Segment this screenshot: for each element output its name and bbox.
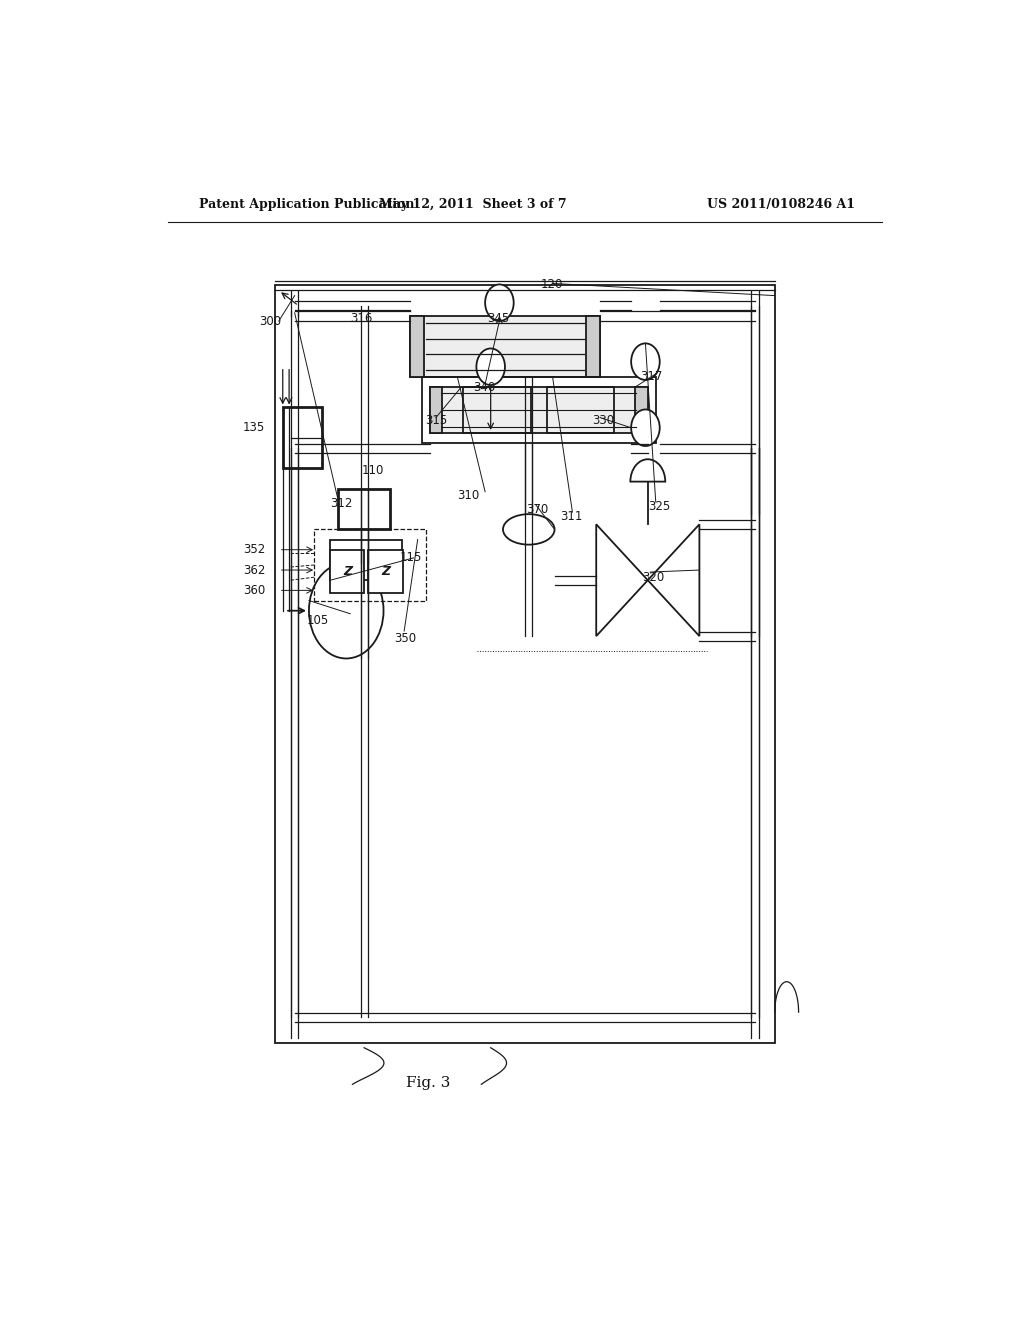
Bar xyxy=(463,387,530,433)
Ellipse shape xyxy=(503,515,555,545)
Bar xyxy=(410,315,600,378)
Circle shape xyxy=(631,409,659,446)
Bar xyxy=(586,315,600,378)
Wedge shape xyxy=(631,459,666,482)
Text: Patent Application Publication: Patent Application Publication xyxy=(200,198,415,211)
Text: 300: 300 xyxy=(259,314,281,327)
Text: 105: 105 xyxy=(306,614,329,627)
Bar xyxy=(430,387,442,433)
Circle shape xyxy=(485,284,514,321)
Text: US 2011/0108246 A1: US 2011/0108246 A1 xyxy=(708,198,855,211)
Text: May 12, 2011  Sheet 3 of 7: May 12, 2011 Sheet 3 of 7 xyxy=(380,198,567,211)
Text: 135: 135 xyxy=(243,421,265,434)
Bar xyxy=(635,387,648,433)
Bar xyxy=(410,315,424,378)
Circle shape xyxy=(476,348,505,385)
Circle shape xyxy=(309,562,384,659)
Text: 317: 317 xyxy=(640,371,663,383)
Text: 312: 312 xyxy=(331,498,352,511)
Bar xyxy=(369,549,402,594)
Text: 320: 320 xyxy=(642,570,665,583)
Text: 310: 310 xyxy=(458,490,479,503)
Polygon shape xyxy=(648,524,699,636)
Text: 362: 362 xyxy=(243,564,265,577)
Bar xyxy=(430,387,648,433)
Text: 370: 370 xyxy=(526,503,549,516)
Text: Fig. 3: Fig. 3 xyxy=(406,1076,451,1090)
Text: 315: 315 xyxy=(426,414,447,428)
Bar xyxy=(283,408,323,469)
Text: 325: 325 xyxy=(648,499,670,512)
Text: 316: 316 xyxy=(350,313,373,326)
Text: 110: 110 xyxy=(362,463,384,477)
Text: Z: Z xyxy=(343,565,352,578)
Bar xyxy=(314,529,426,601)
Text: 120: 120 xyxy=(541,279,563,290)
Bar xyxy=(422,378,655,444)
Circle shape xyxy=(631,343,659,380)
Text: 350: 350 xyxy=(394,632,416,644)
Bar xyxy=(331,549,365,594)
Text: Z: Z xyxy=(381,565,390,578)
Text: 345: 345 xyxy=(486,313,509,326)
Bar xyxy=(274,285,775,1043)
Text: 330: 330 xyxy=(592,414,614,428)
Bar xyxy=(547,387,614,433)
Text: 311: 311 xyxy=(560,510,583,523)
Text: 115: 115 xyxy=(399,552,422,565)
Polygon shape xyxy=(596,524,648,636)
Text: 360: 360 xyxy=(243,583,265,597)
Bar xyxy=(331,540,401,581)
Bar xyxy=(338,488,390,529)
Text: 352: 352 xyxy=(243,544,265,556)
Text: 340: 340 xyxy=(473,380,496,393)
